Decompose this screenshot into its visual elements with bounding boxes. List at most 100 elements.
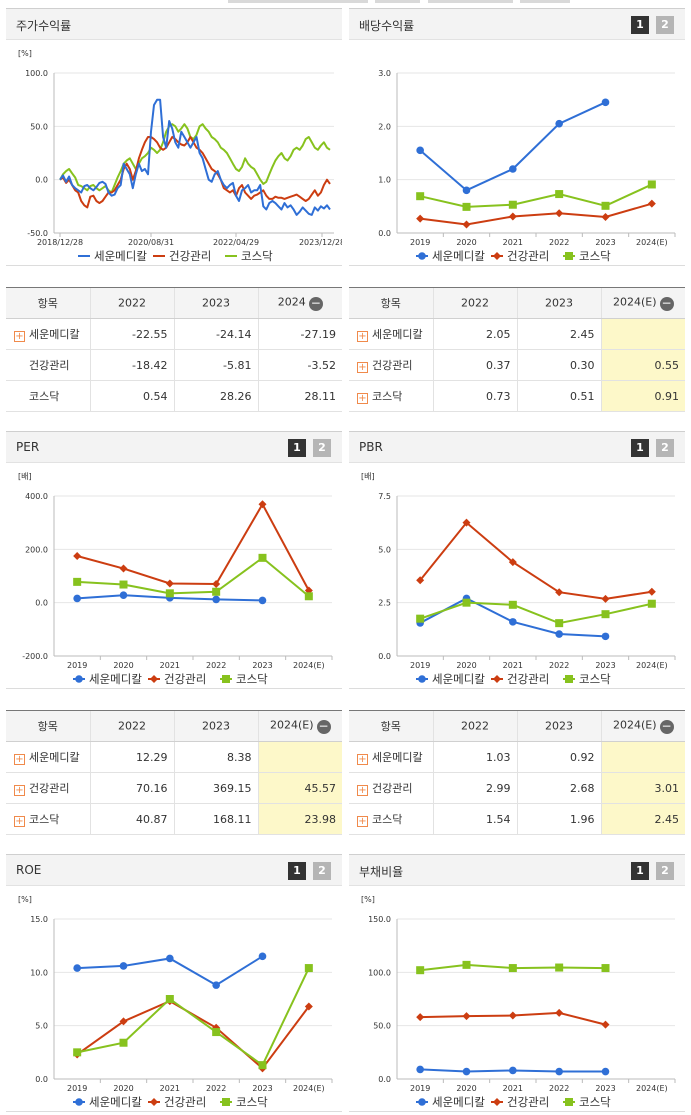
y-tick-label: 3.0	[378, 69, 391, 78]
data-point	[555, 119, 563, 128]
x-tick-label: 2021	[503, 661, 523, 670]
chart-toggle-1[interactable]: 1	[631, 16, 649, 34]
expand-plus-icon[interactable]: +	[357, 393, 368, 404]
y-tick-label: -50.0	[27, 229, 48, 238]
chart-toggle-2[interactable]: 2	[313, 862, 331, 880]
x-tick-label: 2020	[456, 1084, 476, 1093]
expand-plus-icon[interactable]: +	[357, 785, 368, 796]
legend-marker	[150, 675, 158, 683]
column-header-year: 2022	[432, 287, 517, 319]
column-header-year: 2022	[432, 710, 517, 742]
legend-label: 건강관리	[164, 1095, 206, 1109]
data-point	[555, 630, 563, 638]
table-cell: 45.57	[257, 772, 342, 804]
table-cell: 23.98	[257, 803, 342, 835]
collapse-minus-icon[interactable]: −	[659, 296, 674, 311]
table-cell: 28.26	[173, 380, 258, 412]
row-label: + 코스닥	[6, 803, 90, 835]
data-point	[601, 1067, 610, 1076]
series-line	[76, 502, 310, 591]
data-point	[555, 209, 564, 218]
table-cell: 0.92	[516, 741, 601, 773]
expand-plus-icon[interactable]: +	[357, 754, 368, 765]
x-tick-label: 2022/04/29	[213, 238, 259, 247]
chart-toggle-1[interactable]: 1	[288, 862, 306, 880]
top-edge	[0, 0, 691, 6]
y-tick-label: 400.0	[25, 492, 48, 501]
chart-toggle-2[interactable]: 2	[313, 439, 331, 457]
series-line	[76, 967, 310, 1067]
data-point	[258, 500, 267, 509]
expand-plus-icon[interactable]: +	[357, 816, 368, 827]
y-tick-label: 0.0	[378, 229, 391, 238]
panel-header: 주가수익률	[6, 8, 342, 40]
legend-marker	[75, 1098, 83, 1106]
y-tick-label: 200.0	[25, 545, 48, 554]
expand-plus-icon[interactable]: +	[14, 754, 25, 765]
table-cell: 1.03	[432, 741, 517, 773]
pbr-panel: PBR 1 2 [배] 7.5 5.0 2.5 0.0 2019 2020 2021 2022 2…	[349, 431, 685, 689]
row-label-text: 세운메디칼	[29, 751, 80, 764]
table-row: 코스닥 0.54 28.26 28.11	[6, 380, 342, 412]
dividend-yield-table: 항목 2022 2023 2024(E) − + 세운메디칼 2.05 2.45 + 건강관리 0.3…	[349, 287, 685, 412]
legend-label: 세운메디칼	[432, 1095, 485, 1109]
data-point	[462, 1067, 471, 1076]
expand-plus-icon[interactable]: +	[14, 331, 25, 342]
table-cell: 2.45	[600, 803, 685, 835]
x-tick-label: 2022	[549, 1084, 569, 1093]
expand-plus-icon[interactable]: +	[357, 331, 368, 342]
data-point	[304, 1002, 313, 1011]
expand-plus-icon[interactable]: +	[357, 362, 368, 373]
series-line	[76, 1000, 310, 1070]
y-tick-label: 150.0	[368, 915, 391, 924]
x-tick-label: 2023	[252, 1084, 272, 1093]
x-tick-label: 2020	[456, 238, 476, 247]
pbr-chart: [배] 7.5 5.0 2.5 0.0 2019 2020 2021 2022 2023 2024(…	[361, 472, 676, 686]
collapse-minus-icon[interactable]: −	[316, 719, 331, 734]
series-line	[419, 101, 606, 192]
data-point	[555, 190, 564, 199]
data-point	[165, 995, 174, 1003]
chart-toggle-2[interactable]: 2	[656, 16, 674, 34]
chart-toggle-2[interactable]: 2	[656, 862, 674, 880]
legend-label: 건강관리	[169, 249, 211, 263]
y-tick-label: 100.0	[368, 968, 391, 977]
chart-toggle-1[interactable]: 1	[288, 439, 306, 457]
panel-header: 부채비율 1 2	[349, 854, 685, 886]
table-row: + 코스닥 0.73 0.51 0.91	[349, 380, 685, 412]
row-label-text: 건강관리	[372, 782, 413, 795]
row-label: + 세운메디칼	[6, 318, 90, 350]
x-tick-label: 2020	[113, 1084, 133, 1093]
row-label: + 건강관리	[6, 772, 90, 804]
collapse-minus-icon[interactable]: −	[308, 296, 323, 311]
data-point	[647, 599, 656, 608]
x-tick-label: 2024(E)	[293, 1084, 325, 1093]
table-cell: -22.55	[89, 318, 174, 350]
table-cell: 2.05	[432, 318, 517, 350]
chart-toggle-1[interactable]: 1	[631, 439, 649, 457]
legend-label: 세운메디칼	[89, 1095, 142, 1109]
header-label: 2022	[461, 719, 489, 733]
data-point	[416, 614, 425, 623]
x-tick-label: 2019	[67, 661, 87, 670]
legend-marker	[75, 675, 83, 683]
data-point	[555, 963, 564, 972]
panel-header: 배당수익률 1 2	[349, 8, 685, 40]
data-point	[416, 146, 424, 155]
collapse-minus-icon[interactable]: −	[659, 719, 674, 734]
debt-ratio-panel: 부채비율 1 2 [%] 150.0 100.0 50.0 0.0 2019 2020 202…	[349, 854, 685, 1112]
panel-title: PBR	[359, 440, 383, 454]
table-row: 건강관리 -18.42 -5.81 -3.52	[6, 349, 342, 381]
table-cell: 1.96	[516, 803, 601, 835]
chart-toggle-1[interactable]: 1	[631, 862, 649, 880]
table-row: + 건강관리 0.37 0.30 0.55	[349, 349, 685, 381]
header-label: 항목	[380, 720, 401, 733]
expand-plus-icon[interactable]: +	[14, 785, 25, 796]
data-point	[73, 594, 81, 603]
expand-plus-icon[interactable]: +	[14, 816, 25, 827]
y-tick-label: 10.0	[30, 968, 48, 977]
table-cell: 0.91	[600, 380, 685, 412]
y-tick-label: -200.0	[22, 652, 48, 661]
chart-toggle-2[interactable]: 2	[656, 439, 674, 457]
x-tick-label: 2023	[595, 661, 615, 670]
